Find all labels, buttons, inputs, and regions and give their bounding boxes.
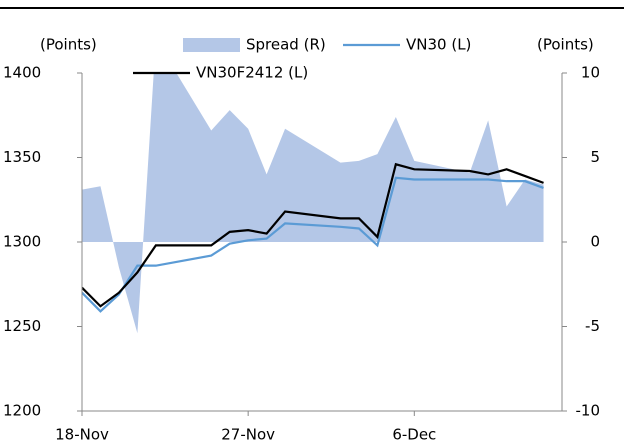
y-tick-label: 1350: [3, 148, 41, 166]
legend-label: VN30F2412 (L): [196, 64, 308, 82]
y2-tick-label: 5: [590, 148, 600, 166]
x-tick-label: 18-Nov: [55, 426, 109, 444]
y2-tick-label: 10: [581, 64, 600, 82]
y2-tick-label: 0: [590, 233, 600, 251]
y-tick-label: 1200: [3, 402, 41, 420]
plot-area: [82, 73, 544, 334]
x-tick-label: 27-Nov: [221, 426, 275, 444]
legend-label: Spread (R): [246, 36, 326, 54]
y-axis-label: (Points): [40, 36, 97, 54]
y2-axis-label: (Points): [537, 36, 594, 54]
spread-area: [82, 73, 544, 334]
series-line: [82, 176, 544, 313]
x-tick-label: 6-Dec: [392, 426, 436, 444]
y-tick-label: 1250: [3, 317, 41, 335]
y2-tick-label: -5: [585, 317, 600, 335]
y-tick-label: 1400: [3, 64, 41, 82]
legend-label: VN30 (L): [406, 36, 471, 54]
y-tick-label: 1300: [3, 233, 41, 251]
y2-tick-label: -10: [576, 402, 601, 420]
series-line: [82, 162, 544, 308]
legend-swatch: [183, 38, 240, 52]
